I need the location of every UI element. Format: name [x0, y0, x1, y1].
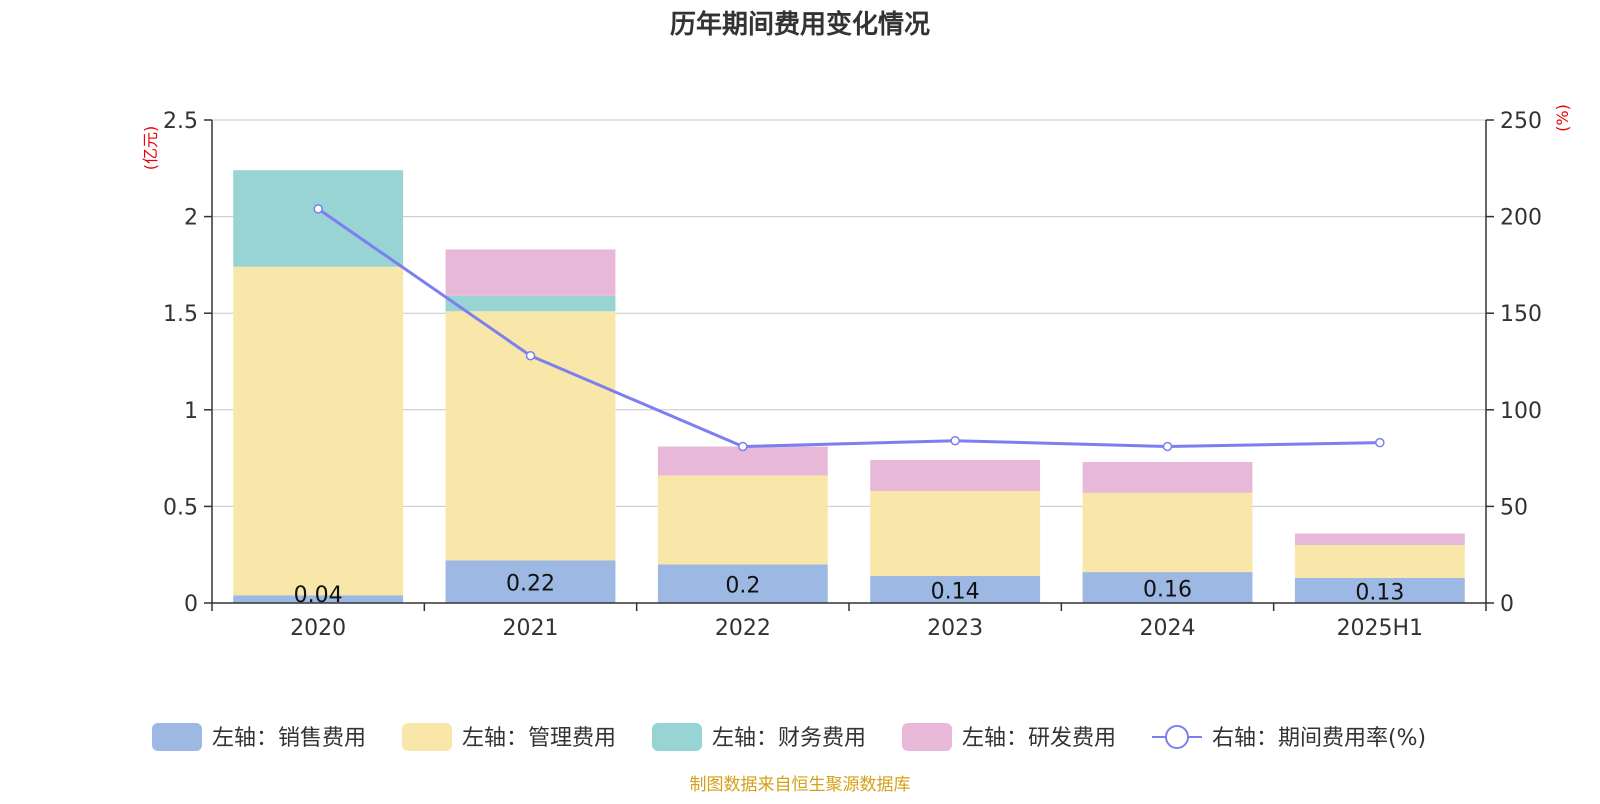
data-label-2023: 0.14: [931, 579, 980, 604]
x-tick-label-2020: 2020: [290, 616, 346, 641]
line-point-2020: [313, 204, 323, 214]
right-tick-label-4: 200: [1500, 206, 1542, 231]
x-tick-label-2023: 2023: [927, 616, 983, 641]
bar-左轴管理费用-2024: [1082, 492, 1253, 573]
left-tick-label-1: 0.5: [163, 495, 198, 520]
legend-label-1: 左轴：管理费用: [462, 726, 616, 751]
bar-左轴管理费用-2025H1: [1294, 545, 1465, 578]
legend-label-0: 左轴：销售费用: [212, 726, 366, 751]
data-label-2022: 0.2: [725, 574, 760, 599]
bar-左轴研发费用-2021: [445, 249, 616, 296]
data-label-2021: 0.22: [506, 572, 555, 597]
legend-line-marker: [1165, 725, 1189, 749]
line-point-2022: [738, 441, 748, 452]
legend-item-3[interactable]: 左轴：研发费用: [902, 723, 1116, 751]
line-point-2021: [525, 350, 536, 361]
legend-swatch-2: [652, 723, 702, 751]
bar-左轴销售费用-2023: [870, 575, 1041, 603]
line-point-2024: [1162, 441, 1173, 452]
right-tick-label-5: 250: [1500, 109, 1542, 134]
right-tick-label-0: 0: [1500, 592, 1514, 617]
bar-左轴管理费用-2023: [870, 490, 1041, 576]
x-tick-label-2025H1: 2025H1: [1337, 616, 1424, 641]
grid-layer: [212, 119, 1486, 507]
x-tick-label-2021: 2021: [503, 616, 559, 641]
line-point-2025H1: [1375, 437, 1385, 448]
bar-左轴研发费用-2025H1: [1294, 533, 1465, 546]
bar-layer: 0.04 0.22 0.2 0.14 0.16 0.13: [233, 170, 1465, 608]
bar-左轴销售费用-2022: [657, 564, 828, 603]
right-axis-unit-label: (%): [1553, 104, 1572, 132]
left-tick-label-5: 2.5: [163, 109, 198, 134]
line-period-expense-rate: [317, 207, 1380, 449]
left-tick-label-4: 2: [184, 206, 198, 231]
bar-左轴财务费用-2021: [445, 295, 616, 312]
right-tick-label-1: 50: [1500, 495, 1528, 520]
left-tick-label-2: 1: [184, 399, 198, 424]
bar-左轴销售费用-2024: [1082, 572, 1253, 603]
legend-swatch-3: [902, 723, 952, 751]
line-point-2023: [950, 435, 960, 446]
data-label-2020: 0.04: [294, 583, 343, 608]
legend-label-2: 左轴：财务费用: [712, 726, 866, 751]
left-tick-label-0: 0: [184, 592, 198, 617]
source-note: 制图数据来自恒生聚源数据库: [690, 775, 911, 795]
bar-左轴销售费用-2025H1: [1294, 577, 1465, 603]
legend-layer[interactable]: 左轴：销售费用 左轴：管理费用 左轴：财务费用 左轴：研发费用 右轴：期间费用率(%): [152, 723, 1426, 751]
bar-左轴财务费用-2020: [233, 170, 404, 267]
bar-左轴管理费用-2021: [445, 311, 616, 561]
bar-左轴销售费用-2021: [445, 560, 616, 603]
bar-左轴销售费用-2020: [233, 595, 404, 603]
bar-左轴管理费用-2022: [657, 475, 828, 565]
bar-左轴管理费用-2020: [233, 266, 404, 596]
bar-左轴研发费用-2024: [1082, 461, 1253, 493]
x-tick-label-2024: 2024: [1140, 616, 1196, 641]
legend-item-4[interactable]: 右轴：期间费用率(%): [1152, 725, 1426, 751]
legend-label-4: 右轴：期间费用率(%): [1212, 726, 1426, 751]
right-tick-label-3: 150: [1500, 302, 1542, 327]
bar-左轴研发费用-2023: [870, 460, 1041, 491]
legend-item-2[interactable]: 左轴：财务费用: [652, 723, 866, 751]
left-tick-label-3: 1.5: [163, 302, 198, 327]
x-tick-label-2022: 2022: [715, 616, 771, 641]
right-tick-label-2: 100: [1500, 399, 1542, 424]
data-label-2024: 0.16: [1143, 578, 1192, 603]
left-axis-unit-label: (亿元): [141, 126, 160, 171]
legend-label-3: 左轴：研发费用: [962, 726, 1116, 751]
axis-layer: 0 0.5 1 1.5 2 2.5 0 50 100 150 200 250 2020 2021 2022 2…: [163, 109, 1542, 641]
line-layer: [313, 204, 1385, 452]
legend-item-0[interactable]: 左轴：销售费用: [152, 723, 366, 751]
chart-title: 历年期间费用变化情况: [670, 9, 930, 40]
data-label-2025H1: 0.13: [1355, 580, 1404, 605]
legend-swatch-1: [402, 723, 452, 751]
bar-左轴研发费用-2022: [657, 446, 828, 476]
legend-item-1[interactable]: 左轴：管理费用: [402, 723, 616, 751]
legend-swatch-0: [152, 723, 202, 751]
